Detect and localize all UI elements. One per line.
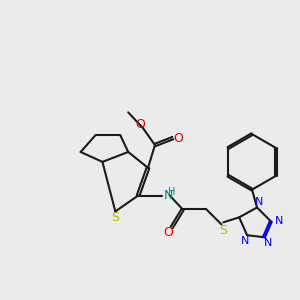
Text: S: S <box>111 211 119 224</box>
Text: O: O <box>163 226 173 239</box>
Text: S: S <box>219 224 227 237</box>
Text: O: O <box>135 118 145 131</box>
Text: N: N <box>264 238 272 248</box>
Text: H: H <box>168 187 176 196</box>
Text: N: N <box>164 189 173 202</box>
Text: N: N <box>241 236 249 246</box>
Text: O: O <box>173 132 183 145</box>
Text: N: N <box>255 196 263 206</box>
Text: N: N <box>274 216 283 226</box>
